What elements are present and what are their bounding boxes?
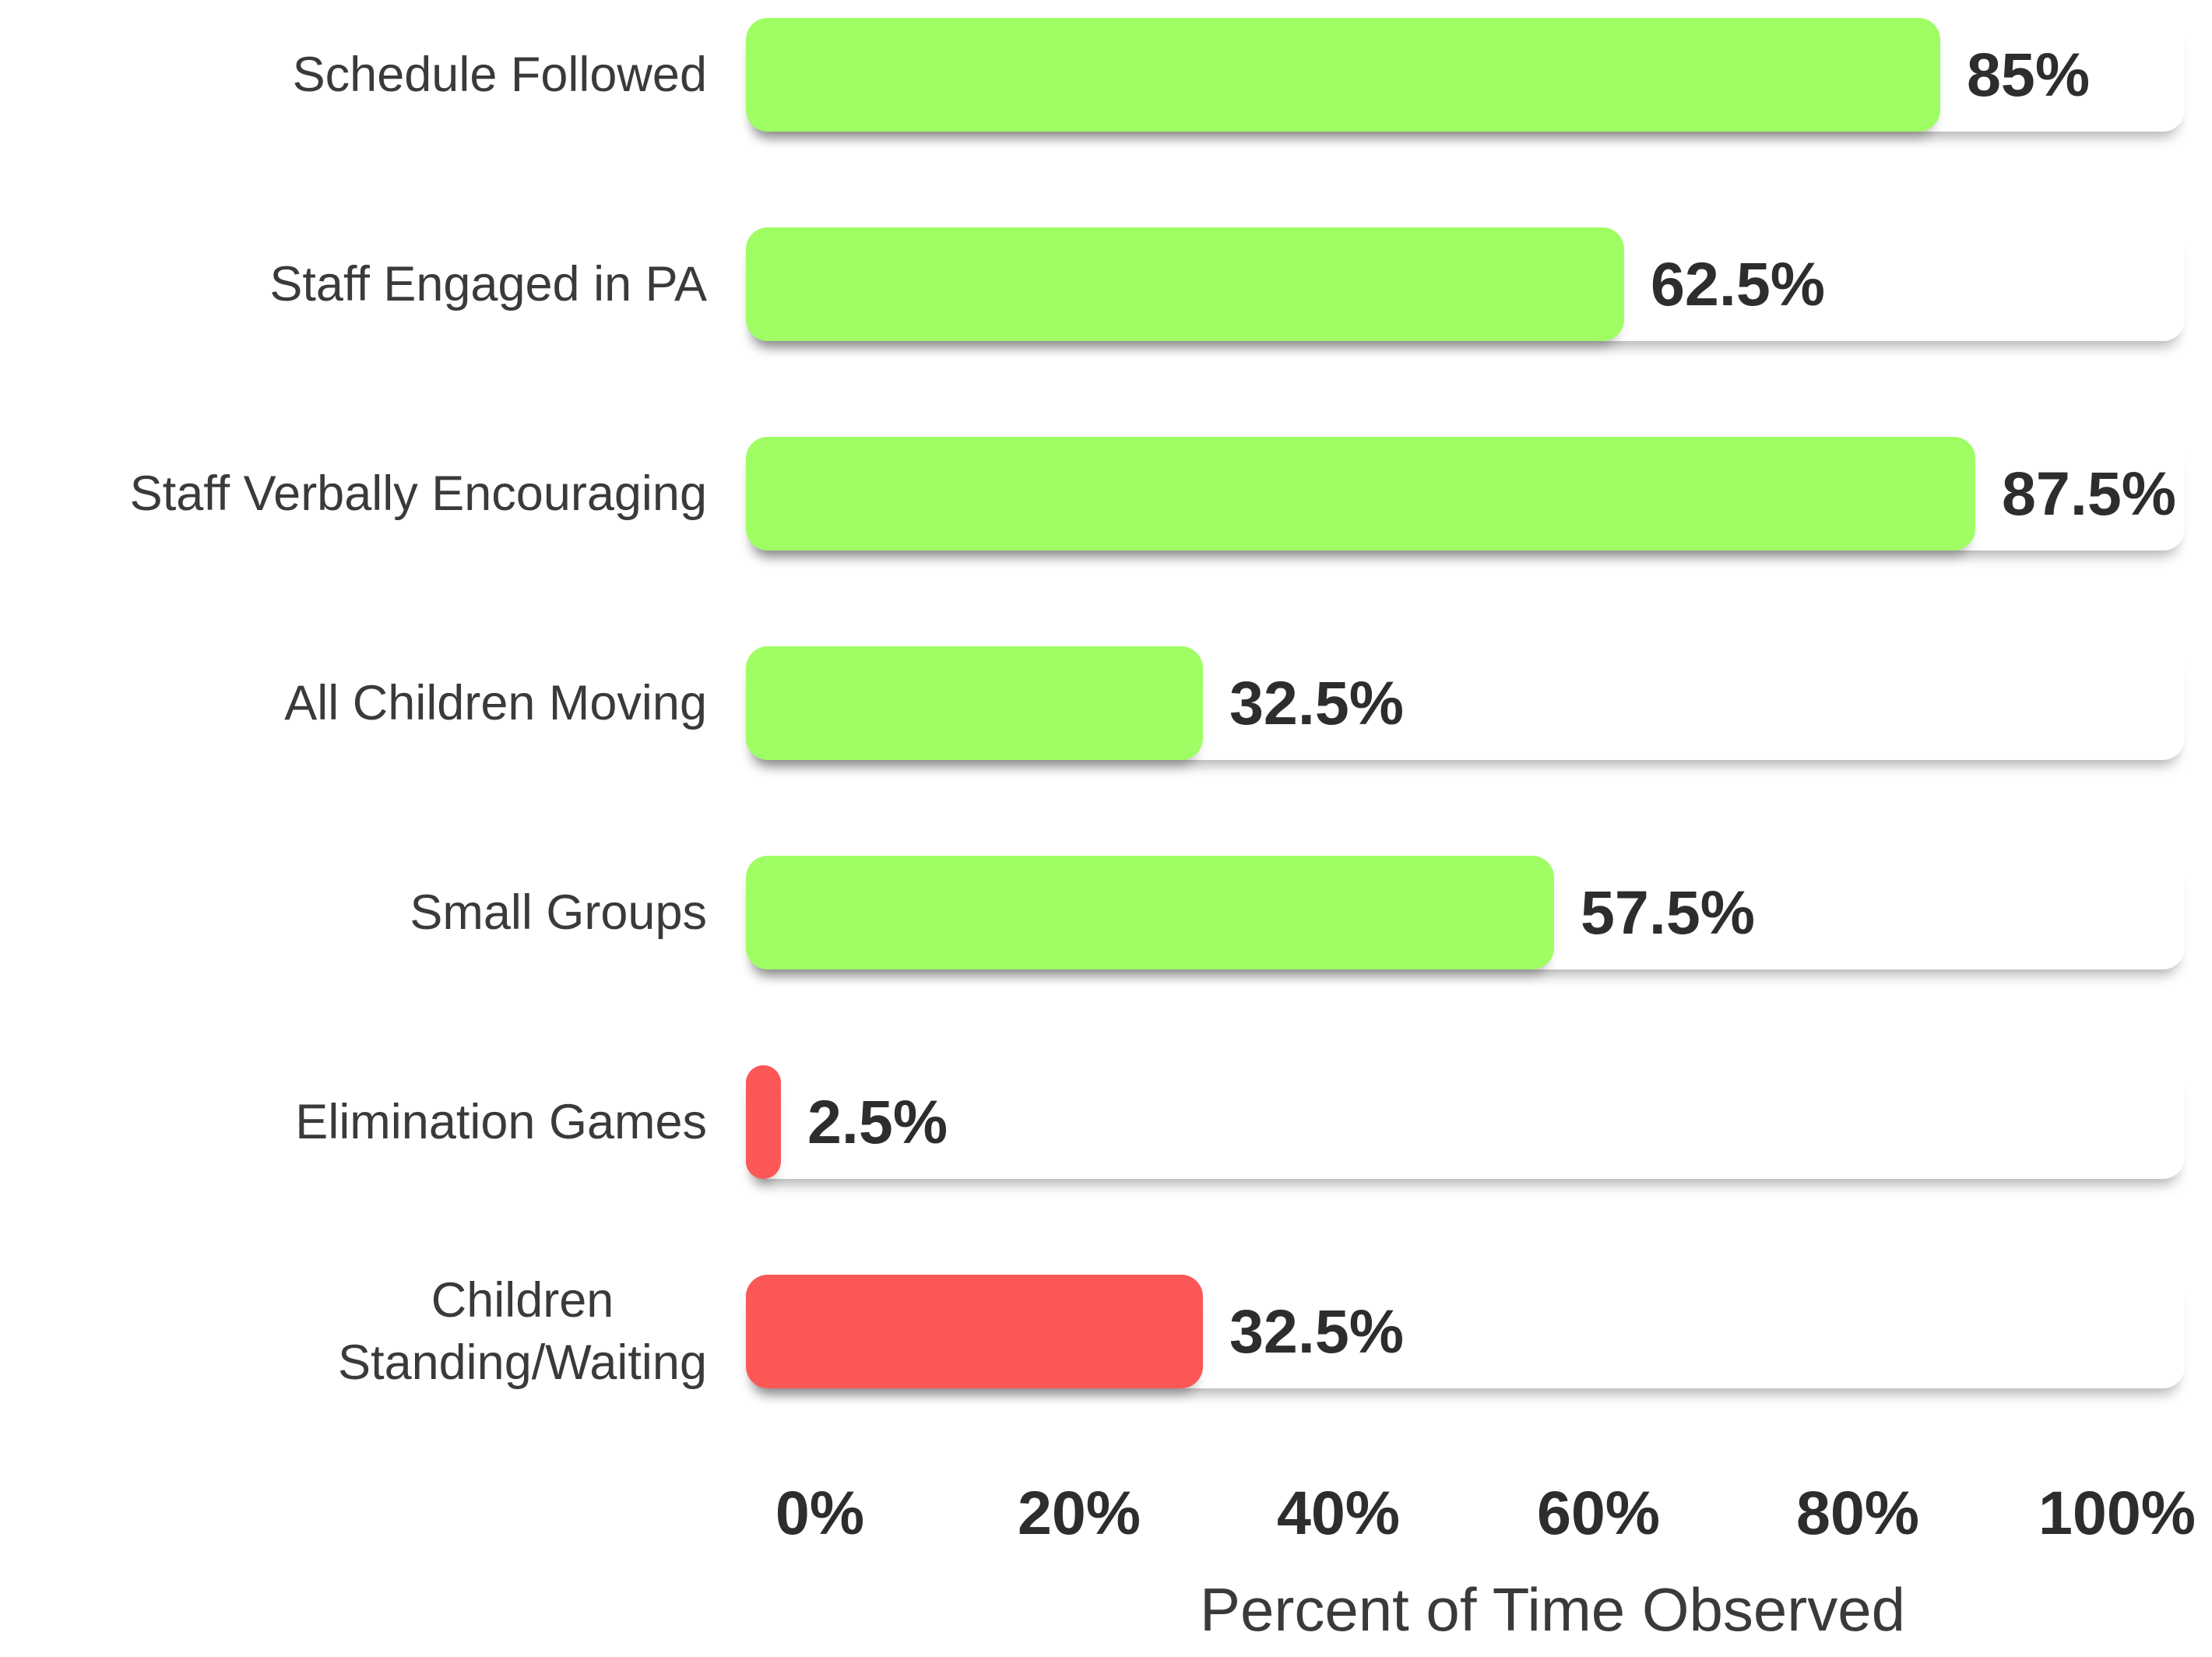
x-tick-label: 40% [1276,1478,1401,1547]
category-label: All Children Moving [284,676,707,730]
value-label: 32.5% [1229,1296,1405,1366]
x-axis-title: Percent of Time Observed [1199,1575,1906,1644]
plot-cell: 85% [746,0,2212,209]
bar-row: Staff Verbally Encouraging 87.5% [0,419,2212,628]
bar-row: Staff Engaged in PA 62.5% [0,209,2212,419]
bar-row: Schedule Followed 85% [0,0,2212,209]
category-label: Small Groups [410,885,707,940]
x-tick-label: 80% [1795,1478,1920,1547]
x-axis: Percent of Time Observed 0% 20% 40% 60% 80% 1… [0,1466,2212,1657]
category-label-cell: Schedule Followed [0,18,707,132]
value-label: 2.5% [807,1087,948,1156]
bar [746,1275,1203,1388]
plot-cell: 62.5% [746,209,2212,419]
x-tick-label: 60% [1536,1478,1661,1547]
category-label-cell: Staff Engaged in PA [0,227,707,341]
category-label: Schedule Followed [292,47,707,102]
category-label: Elimination Games [295,1095,707,1149]
category-label-cell: Staff Verbally Encouraging [0,437,707,551]
category-label-cell: Children Standing/Waiting [0,1273,707,1390]
category-label: Staff Verbally Encouraging [129,466,707,521]
bar-row: All Children Moving 32.5% [0,628,2212,838]
x-tick-label: 20% [1017,1478,1141,1547]
bar [746,18,1940,132]
plot-cell: 32.5% [746,1257,2212,1466]
category-label-cell: All Children Moving [0,646,707,760]
value-label: 85% [1967,40,2091,109]
value-label: 62.5% [1651,249,1826,318]
x-tick-label: 100% [2038,1478,2196,1547]
bar-row: Elimination Games 2.5% [0,1047,2212,1257]
value-label: 32.5% [1229,668,1405,737]
value-label: 57.5% [1581,878,1756,947]
bar [746,437,1975,551]
category-label: Children Standing/Waiting [338,1273,707,1390]
plot-cell: 2.5% [746,1047,2212,1257]
category-label-cell: Small Groups [0,856,707,969]
bar-row: Small Groups 57.5% [0,838,2212,1047]
plot-cell: 57.5% [746,838,2212,1047]
bar-track [746,1065,2185,1179]
bar-row: Children Standing/Waiting 32.5% [0,1257,2212,1466]
category-label-cell: Elimination Games [0,1065,707,1179]
category-label: Staff Engaged in PA [269,257,707,311]
plot-cell: 32.5% [746,628,2212,838]
bar [746,1065,781,1179]
bar [746,227,1624,341]
value-label: 87.5% [2002,459,2177,528]
bar [746,646,1203,760]
x-tick-label: 0% [775,1478,865,1547]
plot-cell: 87.5% [746,419,2212,628]
bar-rows: Schedule Followed 85% Staff Engaged in P… [0,0,2212,1466]
bar [746,856,1554,969]
